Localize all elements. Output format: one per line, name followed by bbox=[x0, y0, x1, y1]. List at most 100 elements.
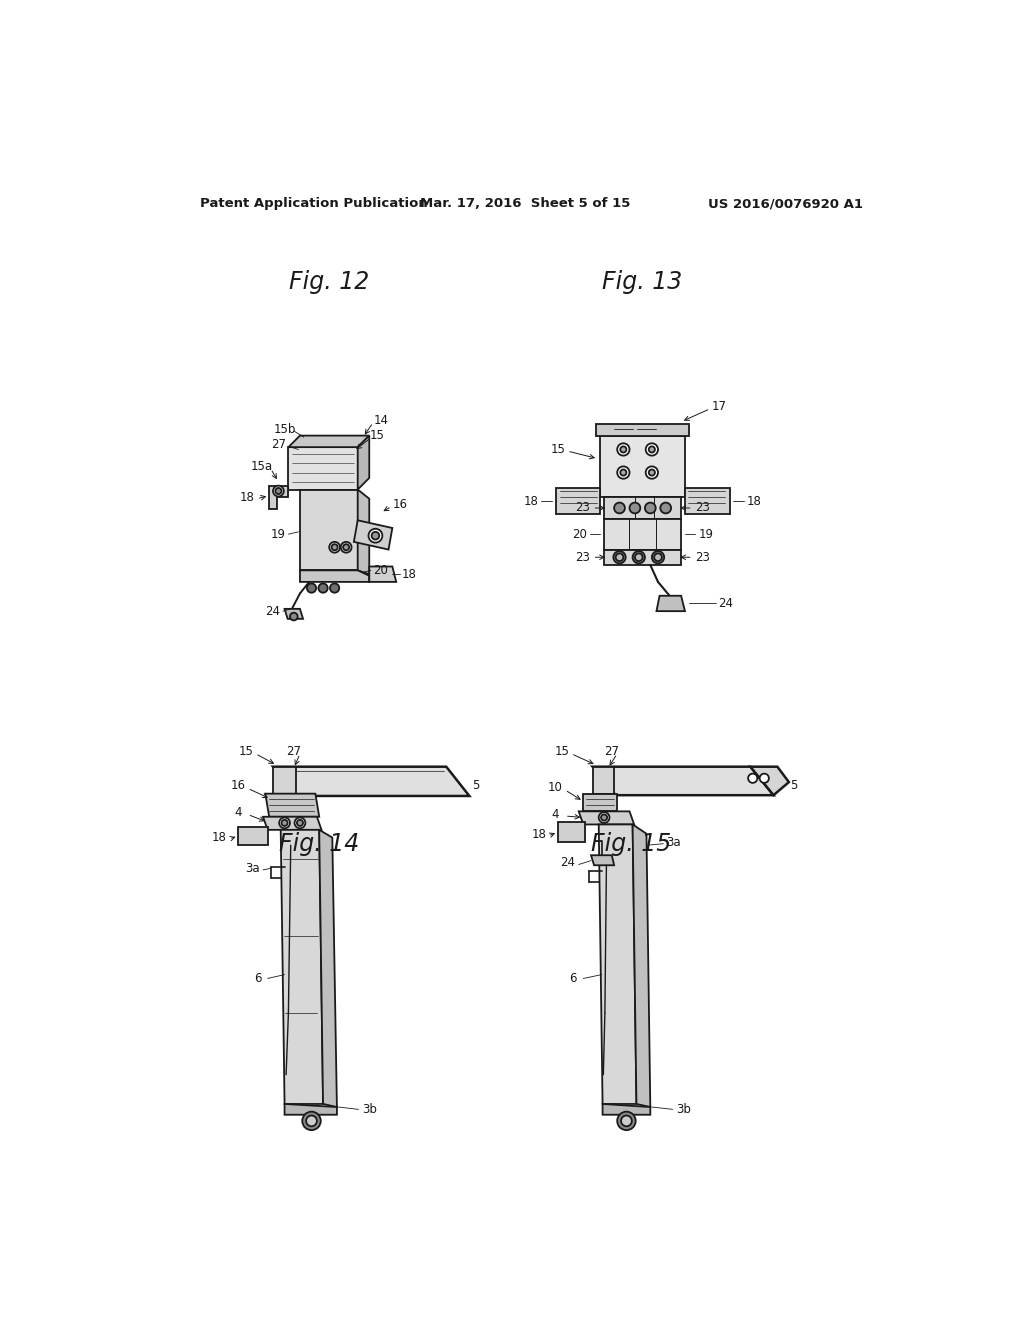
Text: 4: 4 bbox=[552, 808, 559, 821]
Polygon shape bbox=[591, 855, 614, 866]
Polygon shape bbox=[285, 609, 303, 619]
Circle shape bbox=[297, 820, 303, 826]
Polygon shape bbox=[273, 767, 296, 793]
Circle shape bbox=[633, 552, 645, 564]
Text: 18: 18 bbox=[401, 568, 417, 581]
Text: 20: 20 bbox=[374, 564, 388, 577]
Polygon shape bbox=[357, 490, 370, 574]
Circle shape bbox=[749, 774, 758, 783]
Circle shape bbox=[621, 1115, 632, 1126]
Circle shape bbox=[630, 503, 640, 513]
Circle shape bbox=[615, 553, 624, 561]
Text: 15: 15 bbox=[554, 744, 569, 758]
Circle shape bbox=[330, 541, 340, 553]
Text: 15: 15 bbox=[551, 444, 565, 455]
Polygon shape bbox=[596, 424, 689, 436]
Circle shape bbox=[649, 446, 655, 453]
Polygon shape bbox=[685, 488, 730, 515]
Text: Fig. 14: Fig. 14 bbox=[280, 832, 359, 855]
Polygon shape bbox=[604, 549, 681, 565]
Text: 6: 6 bbox=[254, 972, 261, 985]
Polygon shape bbox=[269, 486, 289, 508]
Circle shape bbox=[273, 486, 284, 496]
Circle shape bbox=[280, 817, 290, 829]
Circle shape bbox=[275, 488, 282, 494]
Polygon shape bbox=[370, 566, 396, 582]
Circle shape bbox=[306, 1115, 316, 1126]
Text: US 2016/0076920 A1: US 2016/0076920 A1 bbox=[708, 197, 863, 210]
Circle shape bbox=[760, 774, 769, 783]
Circle shape bbox=[613, 552, 626, 564]
Circle shape bbox=[617, 1111, 636, 1130]
Text: 4: 4 bbox=[234, 807, 242, 820]
Circle shape bbox=[614, 503, 625, 513]
Text: 3b: 3b bbox=[676, 1102, 691, 1115]
Circle shape bbox=[290, 612, 298, 620]
Text: 24: 24 bbox=[718, 597, 733, 610]
Text: 5: 5 bbox=[472, 779, 479, 792]
Text: 18: 18 bbox=[212, 832, 226, 843]
Text: 27: 27 bbox=[271, 438, 286, 451]
Circle shape bbox=[660, 503, 671, 513]
Polygon shape bbox=[281, 830, 323, 1104]
Circle shape bbox=[646, 444, 658, 455]
Polygon shape bbox=[751, 767, 788, 795]
Text: 23: 23 bbox=[575, 502, 590, 515]
Polygon shape bbox=[289, 447, 357, 490]
Circle shape bbox=[332, 544, 338, 550]
Text: 19: 19 bbox=[271, 528, 286, 541]
Text: 16: 16 bbox=[230, 779, 246, 792]
Circle shape bbox=[343, 544, 349, 550]
Text: Fig. 12: Fig. 12 bbox=[289, 269, 370, 293]
Text: 10: 10 bbox=[548, 781, 563, 795]
Polygon shape bbox=[558, 822, 585, 842]
Polygon shape bbox=[593, 767, 614, 793]
Text: Fig. 15: Fig. 15 bbox=[591, 832, 671, 855]
Text: 18: 18 bbox=[531, 828, 546, 841]
Polygon shape bbox=[357, 436, 370, 490]
Polygon shape bbox=[289, 436, 370, 447]
Text: 15: 15 bbox=[370, 429, 384, 442]
Circle shape bbox=[599, 812, 609, 822]
Circle shape bbox=[617, 466, 630, 479]
Text: 27: 27 bbox=[604, 744, 620, 758]
Text: Mar. 17, 2016  Sheet 5 of 15: Mar. 17, 2016 Sheet 5 of 15 bbox=[420, 197, 630, 210]
Text: 24: 24 bbox=[265, 605, 281, 618]
Circle shape bbox=[645, 503, 655, 513]
Text: 19: 19 bbox=[698, 528, 714, 541]
Circle shape bbox=[652, 552, 665, 564]
Circle shape bbox=[621, 470, 627, 475]
Text: 15b: 15b bbox=[273, 422, 296, 436]
Text: 27: 27 bbox=[287, 744, 301, 758]
Circle shape bbox=[282, 820, 288, 826]
Text: 20: 20 bbox=[572, 528, 587, 541]
Polygon shape bbox=[319, 830, 337, 1107]
Text: 24: 24 bbox=[560, 857, 575, 870]
Polygon shape bbox=[584, 793, 617, 812]
Circle shape bbox=[601, 814, 607, 821]
Text: 23: 23 bbox=[695, 502, 710, 515]
Circle shape bbox=[295, 817, 305, 829]
Polygon shape bbox=[600, 436, 685, 498]
Text: 5: 5 bbox=[791, 779, 798, 792]
Text: 23: 23 bbox=[695, 550, 710, 564]
Polygon shape bbox=[285, 1104, 337, 1114]
Text: 17: 17 bbox=[712, 400, 727, 413]
Text: 18: 18 bbox=[241, 491, 255, 504]
Text: 15a: 15a bbox=[251, 459, 272, 473]
Polygon shape bbox=[556, 488, 600, 515]
Circle shape bbox=[369, 529, 382, 543]
Polygon shape bbox=[599, 825, 637, 1104]
Text: 3b: 3b bbox=[361, 1102, 377, 1115]
Polygon shape bbox=[604, 498, 681, 519]
Text: Patent Application Publication: Patent Application Publication bbox=[200, 197, 428, 210]
Text: 3a: 3a bbox=[666, 836, 681, 849]
Polygon shape bbox=[604, 519, 681, 549]
Text: 23: 23 bbox=[575, 550, 590, 564]
Circle shape bbox=[621, 446, 627, 453]
Text: 3a: 3a bbox=[245, 862, 259, 875]
Circle shape bbox=[372, 532, 379, 540]
Circle shape bbox=[646, 466, 658, 479]
Text: 18: 18 bbox=[746, 495, 762, 508]
Text: 18: 18 bbox=[523, 495, 539, 508]
